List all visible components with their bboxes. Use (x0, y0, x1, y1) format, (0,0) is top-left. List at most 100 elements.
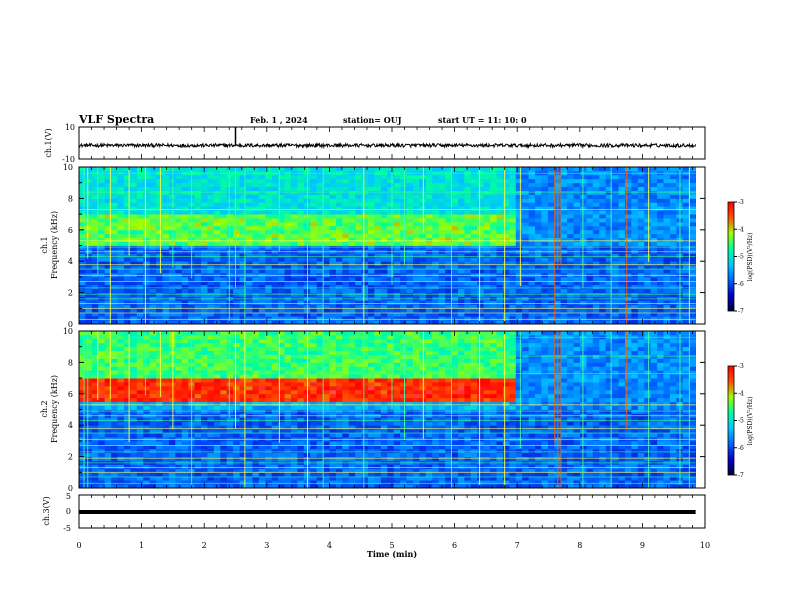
spectrogram-cell (541, 292, 549, 297)
spectrogram-cell (156, 292, 163, 297)
spectrogram-cell (98, 206, 106, 211)
spectrogram-cell (85, 448, 93, 454)
spectrogram-cell (98, 221, 106, 227)
spectrogram-cell (438, 178, 446, 184)
spectrogram-cell (104, 472, 112, 477)
spectrogram-cell (98, 480, 106, 485)
spectrogram-cell (637, 284, 645, 290)
spectrogram-cell (496, 312, 504, 317)
spectrogram-cell (586, 300, 594, 305)
spectrogram-cell (91, 425, 99, 430)
spectrogram-cell (271, 312, 279, 317)
spectrogram-cell (233, 484, 240, 489)
spectrogram-cell (599, 265, 607, 270)
spectrogram-cell (175, 261, 183, 266)
spectrogram-cell (580, 214, 587, 219)
spectrogram-cell (310, 269, 318, 274)
spectrogram-cell (239, 342, 247, 348)
spectrogram-cell (79, 276, 86, 282)
spectrogram-cell (438, 229, 446, 235)
spectrogram-cell (419, 182, 427, 188)
spectrogram-cell (586, 202, 594, 207)
spectrogram-cell (213, 385, 221, 391)
spectrogram-cell (278, 304, 285, 309)
spectrogram-cell (233, 425, 240, 430)
spectrogram-cell (239, 409, 247, 414)
spectrogram-cell (413, 186, 420, 191)
spectrogram-cell (689, 218, 697, 223)
spectrogram-cell (355, 225, 363, 231)
spectrogram-cell (490, 182, 497, 188)
spectrogram-cell (310, 225, 318, 231)
spectrogram-cell (323, 312, 330, 317)
spectrogram-cell (149, 276, 157, 282)
spectrogram-cell (432, 225, 440, 231)
spectrogram-cell (355, 186, 363, 191)
spectrogram-cell (682, 261, 690, 266)
spectrogram-cell (644, 245, 652, 250)
spectrogram-cell (278, 178, 285, 184)
spectrogram-cell (387, 210, 395, 215)
spectrogram-cell (181, 225, 189, 231)
spectrogram-cell (522, 229, 530, 235)
spectrogram-cell (355, 210, 363, 215)
spectrogram-cell (624, 190, 632, 195)
spectrogram-cell (201, 342, 208, 348)
spectrogram-cell (85, 265, 93, 270)
spectrogram-cell (162, 225, 170, 231)
spectrogram-cell (329, 186, 337, 191)
spectrogram-cell (271, 269, 279, 274)
spectrogram-cell (104, 229, 112, 235)
spectrogram-cell (310, 308, 318, 313)
spectrogram-cell (239, 174, 247, 180)
spectrogram-cell (130, 276, 138, 282)
spectrogram-cell (496, 190, 504, 195)
spectrogram-cell (580, 316, 587, 321)
spectrogram-cell (650, 280, 658, 286)
spectrogram-cell (111, 292, 118, 297)
spectrogram-cell (470, 269, 478, 274)
spectrogram-cell (682, 237, 690, 242)
spectrogram-cell (393, 178, 401, 184)
spectrogram-cell (239, 464, 247, 469)
spectrogram-cell (162, 257, 170, 262)
spectrogram-cell (181, 210, 189, 215)
spectrogram-cell (220, 476, 228, 481)
spectrogram-cell (592, 221, 600, 227)
spectrogram-cell (355, 308, 363, 313)
spectrogram-cell (194, 421, 202, 426)
spectrogram-cell (464, 288, 472, 294)
spectrogram-cell (631, 210, 639, 215)
spectrogram-cell (175, 198, 183, 203)
spectrogram-cell (445, 202, 452, 207)
spectrogram-cell (207, 366, 215, 371)
spectrogram-cell (246, 480, 253, 485)
spectrogram-cell (451, 210, 459, 215)
spectrogram-cell (104, 202, 112, 207)
spectrogram-cell (149, 206, 157, 211)
spectrogram-cell (406, 276, 414, 282)
spectrogram-cell (233, 370, 240, 375)
spectrogram-cell (98, 456, 106, 461)
spectrogram-cell (419, 202, 427, 207)
spectrogram-cell (490, 178, 497, 184)
spectrogram-cell (522, 265, 530, 270)
spectrogram-cell (342, 316, 350, 321)
spectrogram-cell (175, 269, 183, 274)
spectrogram-cell (573, 308, 581, 313)
spectrogram-cell (348, 276, 356, 282)
spectrogram-cell (130, 401, 138, 406)
spectrogram-cell (624, 198, 632, 203)
spectrogram-cell (297, 198, 305, 203)
spectrogram-cell (194, 312, 202, 317)
spectrogram-cell (682, 316, 690, 321)
spectrogram-cell (682, 198, 690, 203)
spectrogram-cell (111, 393, 118, 399)
spectrogram-cell (567, 202, 574, 207)
spectrogram-cell (181, 257, 189, 262)
spectrogram-cell (650, 304, 658, 309)
spectrogram-cell (470, 280, 478, 286)
spectrogram-cell (464, 233, 472, 239)
spectrogram-cell (406, 182, 414, 188)
spectrogram-cell (98, 178, 106, 184)
